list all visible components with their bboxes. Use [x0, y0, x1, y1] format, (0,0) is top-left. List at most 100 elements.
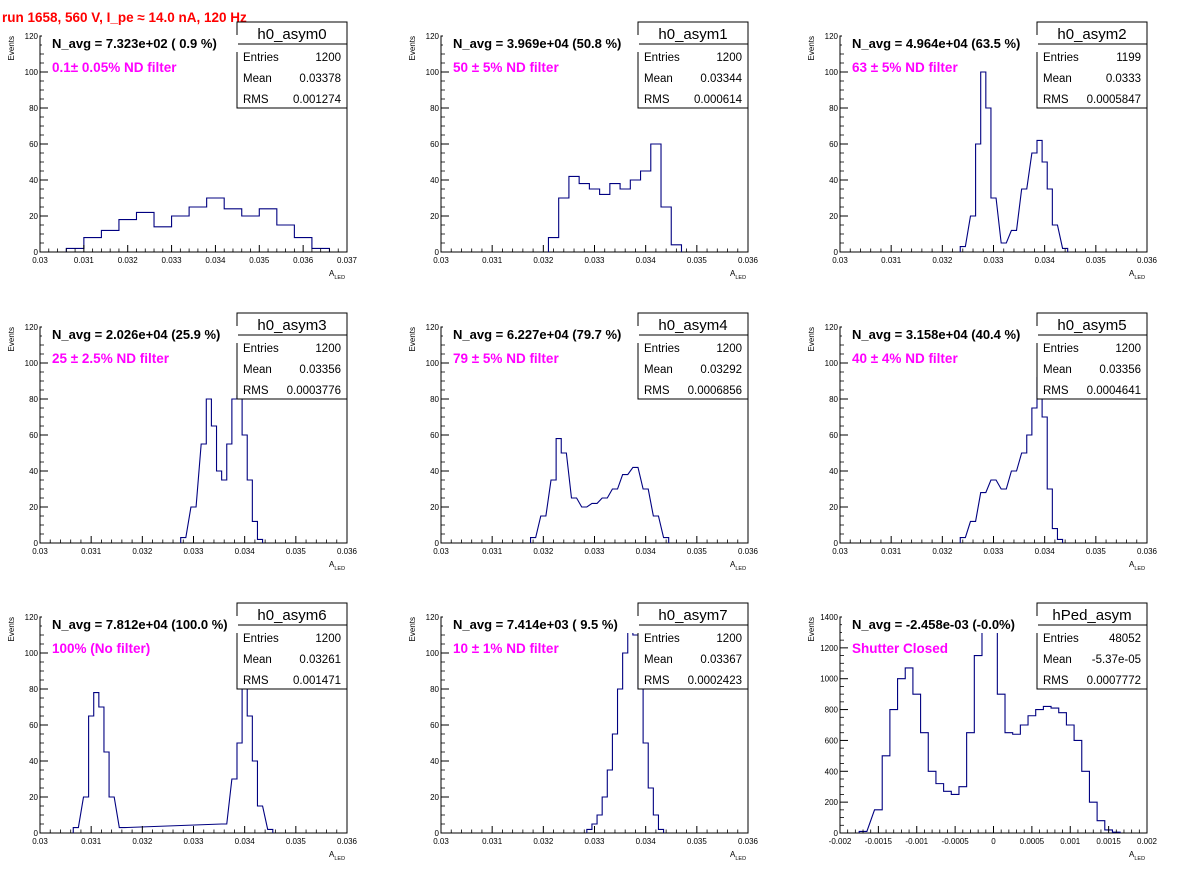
- y-tick-label: 0: [834, 829, 839, 838]
- x-tick-label: 0.035: [687, 547, 708, 556]
- y-tick-label: 60: [829, 140, 838, 149]
- stats-key: Entries: [243, 52, 279, 64]
- x-tick-label: 0: [991, 837, 996, 846]
- y-tick-label: 20: [430, 793, 439, 802]
- y-tick-label: 100: [25, 68, 39, 77]
- y-tick-label: 100: [25, 359, 39, 368]
- plot-h0_asym3: 0.03 0.031 0.032 0.033 0.034 0.035 0.036 0 20 40 6…: [7, 312, 358, 572]
- stats-value: 0.03378: [299, 73, 341, 85]
- x-tick-label: 0.034: [235, 837, 256, 846]
- y-tick-label: 20: [29, 793, 38, 802]
- histogram-series: [959, 376, 1064, 543]
- filter-annotation: Shutter Closed: [852, 641, 948, 656]
- y-tick-label: 200: [825, 798, 839, 807]
- y-tick-label: 120: [25, 323, 39, 332]
- y-tick-label: 20: [430, 212, 439, 221]
- stats-value: 0.001274: [293, 94, 342, 106]
- stats-value: 1200: [315, 52, 341, 64]
- x-tick-label: -0.002: [829, 837, 852, 846]
- stats-value: 0.0006856: [688, 385, 742, 397]
- filter-annotation: 40 ± 4% ND filter: [852, 351, 958, 366]
- x-tick-label: 0.035: [249, 256, 270, 265]
- navg-background: [42, 616, 238, 633]
- y-tick-label: 0: [34, 829, 39, 838]
- y-tick-label: 0: [834, 248, 839, 257]
- stats-box: [1036, 43, 1148, 109]
- x-axis-label: ALED: [730, 269, 746, 281]
- filter-annotation: 79 ± 5% ND filter: [453, 351, 559, 366]
- filter-annotation: 0.1± 0.05% ND filter: [52, 60, 177, 75]
- x-tick-label: 0.032: [533, 256, 554, 265]
- stats-value: 0.03367: [700, 654, 742, 666]
- y-tick-label: 40: [29, 176, 38, 185]
- x-tick-label: 0.032: [932, 256, 953, 265]
- x-tick-label: 0.031: [482, 837, 503, 846]
- stats-key: RMS: [644, 675, 670, 687]
- y-tick-label: 80: [29, 104, 38, 113]
- navg-label: N_avg = 3.969e+04 (50.8 %): [453, 36, 621, 51]
- y-tick-label: 60: [29, 431, 38, 440]
- stats-key: Mean: [1043, 654, 1072, 666]
- x-axis-label: ALED: [730, 850, 746, 862]
- histogram-name: h0_asym2: [1057, 26, 1126, 43]
- y-tick-label: 0: [34, 539, 39, 548]
- x-axis-label: ALED: [329, 560, 345, 572]
- histogram-name: h0_asym4: [658, 317, 727, 334]
- stats-value: 1200: [716, 52, 742, 64]
- x-tick-label: 0.034: [1035, 547, 1056, 556]
- stats-key: RMS: [243, 94, 269, 106]
- x-tick-label: 0.032: [132, 837, 153, 846]
- stats-box: [637, 43, 749, 109]
- stats-box: [637, 334, 749, 400]
- y-axis-label: Events: [7, 617, 16, 641]
- y-axis-label: Events: [7, 36, 16, 60]
- stats-value: 0.03261: [299, 654, 341, 666]
- x-tick-label: 0.0005: [1020, 837, 1045, 846]
- navg-background: [443, 35, 639, 52]
- plot-h0_asym0: 0.03 0.031 0.032 0.033 0.034 0.035 0.036 0.037 0…: [7, 21, 358, 281]
- histogram-name: h0_asym3: [257, 317, 326, 334]
- navg-background: [443, 616, 639, 633]
- x-tick-label: 0.037: [337, 256, 358, 265]
- y-axis-label: Events: [408, 36, 417, 60]
- stats-box: [1036, 624, 1148, 690]
- stats-key: Mean: [1043, 364, 1072, 376]
- navg-label: N_avg = 6.227e+04 (79.7 %): [453, 327, 621, 342]
- y-tick-label: 80: [430, 104, 439, 113]
- x-tick-label: 0.032: [533, 547, 554, 556]
- x-tick-label: 0.034: [636, 547, 657, 556]
- x-tick-label: 0.03: [32, 837, 48, 846]
- y-tick-label: 40: [29, 757, 38, 766]
- x-tick-label: 0.035: [687, 256, 708, 265]
- y-tick-label: 0: [435, 539, 440, 548]
- y-tick-label: 40: [430, 467, 439, 476]
- y-tick-label: 20: [829, 503, 838, 512]
- navg-background: [42, 326, 238, 343]
- x-tick-label: 0.036: [738, 256, 759, 265]
- x-axis-label: ALED: [1129, 560, 1145, 572]
- filter-annotation: 10 ± 1% ND filter: [453, 641, 559, 656]
- y-tick-label: 120: [426, 32, 440, 41]
- y-axis-label: Events: [408, 327, 417, 351]
- x-tick-label: 0.03: [433, 837, 449, 846]
- stats-value: 1200: [716, 343, 742, 355]
- x-axis-label: ALED: [730, 560, 746, 572]
- stats-key: Mean: [243, 73, 272, 85]
- histogram-name: h0_asym5: [1057, 317, 1126, 334]
- x-axis-label: ALED: [329, 850, 345, 862]
- x-tick-label: 0.031: [881, 256, 902, 265]
- y-tick-label: 20: [430, 503, 439, 512]
- stats-key: Mean: [243, 364, 272, 376]
- navg-background: [842, 616, 1038, 633]
- stats-value: 0.0002423: [688, 675, 742, 687]
- y-tick-label: 80: [430, 685, 439, 694]
- filter-annotation: 25 ± 2.5% ND filter: [52, 351, 170, 366]
- x-tick-label: 0.036: [1137, 547, 1158, 556]
- navg-label: N_avg = 7.414e+03 ( 9.5 %): [453, 617, 618, 632]
- stats-key: RMS: [644, 385, 670, 397]
- x-tick-label: 0.03: [433, 547, 449, 556]
- x-tick-label: 0.035: [286, 837, 307, 846]
- y-tick-label: 40: [829, 176, 838, 185]
- y-tick-label: 100: [825, 359, 839, 368]
